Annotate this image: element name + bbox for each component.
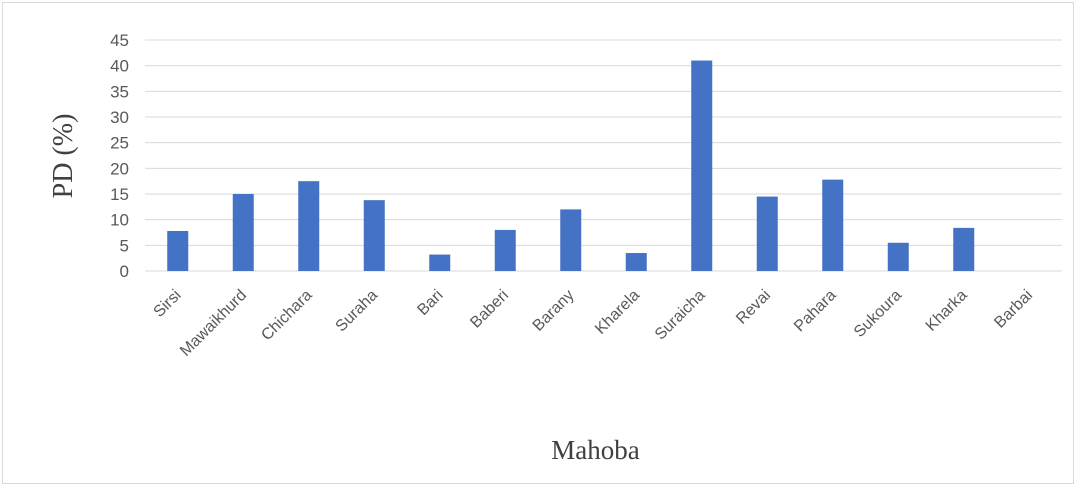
bar-chichara [298,181,320,271]
x-axis-title: Mahoba [551,435,639,465]
y-tick-label: 20 [110,159,129,178]
category-label-barany: Barany [530,287,578,335]
category-label-chichara: Chichara [258,287,315,344]
y-tick-label: 0 [120,262,129,281]
bar-suraha [363,200,385,271]
bar-sukoura [887,242,909,271]
y-tick-label: 45 [110,31,129,50]
bar-barany [560,209,582,271]
category-label-barbai: Barbai [991,287,1036,332]
y-tick-label: 10 [110,211,129,230]
gridlines [145,39,1062,272]
category-label-baberi: Baberi [467,287,512,332]
category-label-mawaikhurd: Mawaikhurd [177,287,250,360]
bar-suraicha [691,60,713,272]
y-tick-label: 25 [110,134,129,153]
bar-pahara [822,179,844,271]
bar-revai [756,196,778,271]
category-label-suraicha: Suraicha [652,287,709,344]
y-tick-label: 15 [110,185,129,204]
bar-sirsi [167,230,189,271]
bar-baberi [494,229,516,271]
category-label-kharka: Kharka [923,287,971,335]
y-tick-labels: 0 5 10 15 20 25 30 35 40 45 [110,31,129,281]
bar-bari [429,254,451,271]
bar-kharela [625,253,647,271]
y-axis-title: PD (%) [48,114,79,199]
y-tick-label: 5 [120,236,129,255]
category-label-suraha: Suraha [333,287,382,336]
bar-mawaikhurd [232,194,254,271]
bars [167,60,975,272]
bar-kharka [953,227,975,271]
category-label-bari: Bari [414,287,446,319]
y-tick-label: 35 [110,82,129,101]
y-tick-label: 40 [110,57,129,76]
y-tick-label: 30 [110,108,129,127]
category-label-sukoura: Sukoura [851,287,905,341]
category-label-kharela: Kharela [592,287,643,338]
category-label-sirsi: Sirsi [151,287,185,321]
category-label-pahara: Pahara [791,287,840,336]
category-label-revai: Revai [733,287,774,328]
